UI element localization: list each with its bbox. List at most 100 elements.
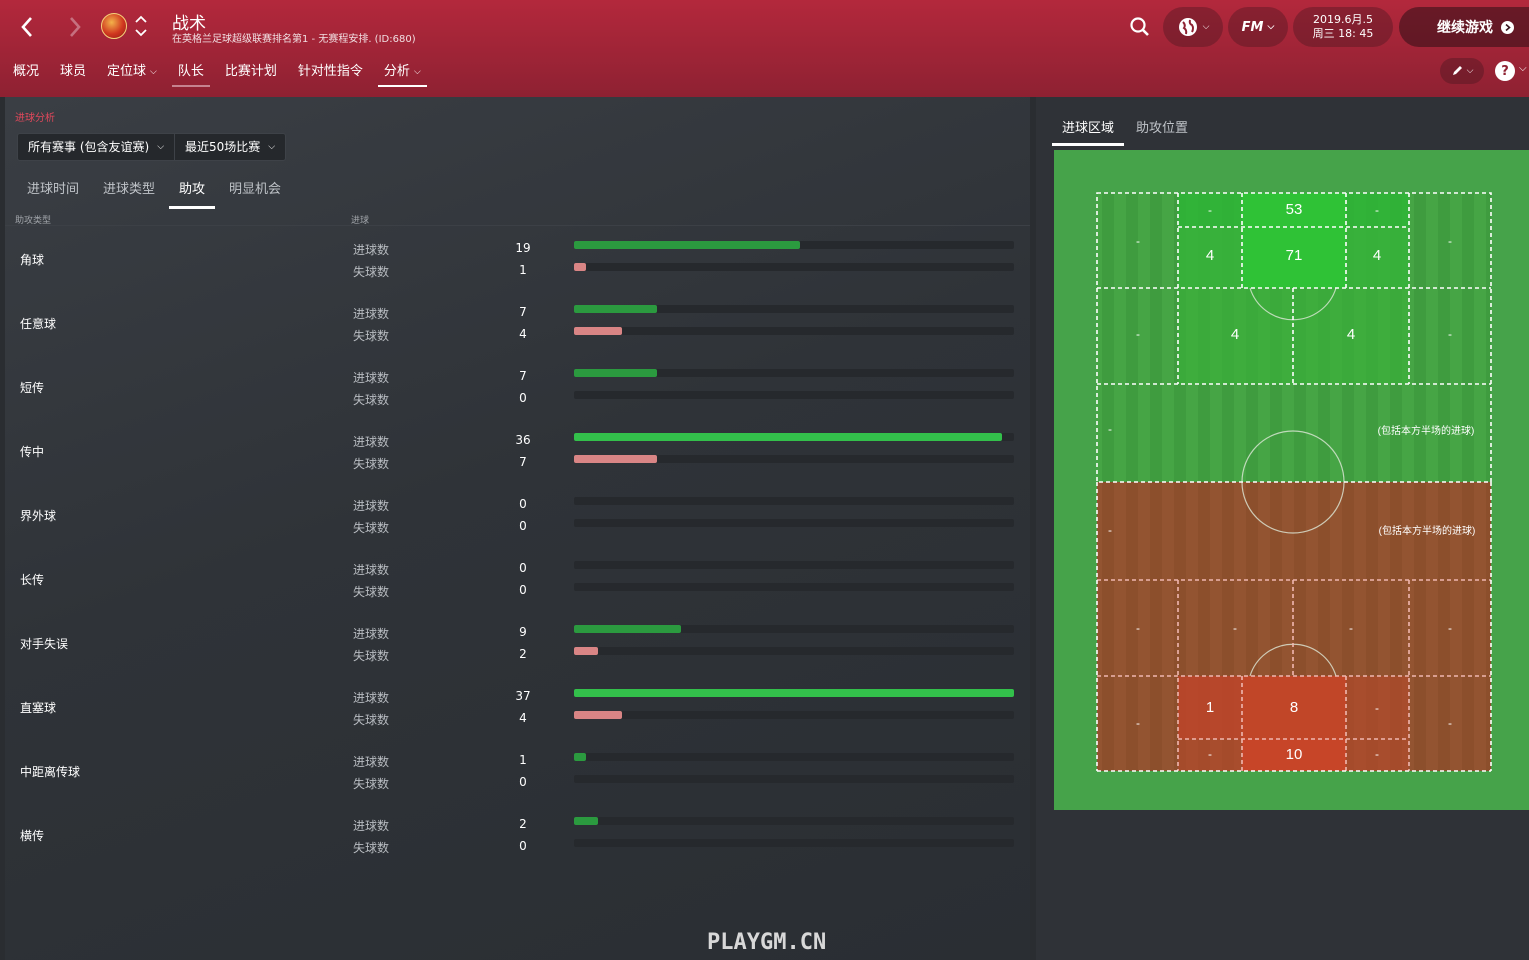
zone-value: - [1208,203,1212,217]
subnav-captains[interactable]: 队长 [171,60,210,88]
own-half-note: (包括本方半场的进球) [1379,524,1476,537]
goals-against-bar [574,263,586,271]
tab-goal-types[interactable]: 进球类型 [103,182,156,197]
goals-against-track [574,839,1014,847]
goals-for-bar [574,625,681,633]
goals-against-label: 失球数 [353,265,390,279]
fm-menu-button[interactable]: FM ⌵ [1228,7,1288,47]
page-subtitle: 在英格兰足球超级联赛排名第1 - 无赛程安排. (ID:680) [172,34,416,45]
zone-value: - [1233,621,1237,635]
subnav-match-plans[interactable]: 比赛计划 [224,64,277,79]
date-display[interactable]: 2019.6月.5 周三 18: 45 [1293,7,1393,47]
goals-against-value: 4 [519,327,527,341]
goals-against-value: 1 [519,263,527,277]
table-row: 长传 进球数 失球数 0 0 [5,550,1030,614]
continue-label: 继续游戏 [1437,20,1493,36]
goals-against-bar [574,711,622,719]
zone-value: 4 [1373,247,1381,264]
world-menu-button[interactable]: ⌵ [1163,7,1223,47]
help-icon[interactable]: ? [1495,61,1515,81]
zone-value: - [1108,523,1112,537]
goal-analysis-panel: 进球分析 所有赛事 (包含友谊赛) ⌵ 最近50场比赛 ⌵ 进球时间 进球类型 助攻… [5,97,1030,960]
club-switch-icon[interactable] [133,12,149,40]
subnav-opposition-instructions[interactable]: 针对性指令 [297,64,363,79]
goals-against-value: 0 [519,775,527,789]
chevron-down-icon[interactable]: ⌵ [1519,63,1527,74]
goals-for-label: 进球数 [353,563,390,577]
globe-icon [1178,18,1197,36]
chevron-down-icon: ⌵ [1202,22,1210,32]
tab-clear-chances[interactable]: 明显机会 [229,182,282,197]
column-header-assist-type: 助攻类型 [15,216,52,226]
tab-assists[interactable]: 助攻 [169,181,216,209]
table-row: 任意球 进球数 失球数 7 4 [5,294,1030,358]
goals-for-label: 进球数 [353,243,390,257]
goals-for-bar [574,241,800,249]
goals-against-label: 失球数 [353,777,390,791]
goals-for-value: 37 [515,689,531,703]
chevron-down-icon: ⌵ [1466,66,1474,76]
goals-for-value: 1 [519,753,527,767]
table-row: 中距离传球 进球数 失球数 1 0 [5,742,1030,806]
tab-goal-zones[interactable]: 进球区域 [1052,111,1125,146]
goals-for-bar [574,817,598,825]
assist-type-name: 横传 [20,829,45,843]
table-row: 横传 进球数 失球数 2 0 [5,806,1030,870]
pitch-map: - 53 - - 4 71 4 - - 4 4 - - (包括本方半场的进球) … [1096,192,1492,772]
subnav-players[interactable]: 球员 [60,64,87,79]
goals-against-track [574,327,1014,335]
goals-against-value: 2 [519,647,527,661]
edit-menu-button[interactable]: ⌵ [1440,58,1484,84]
zone-value: - [1136,621,1140,635]
zone-value: - [1448,621,1452,635]
goals-for-track [574,433,1014,441]
filter-group: 所有赛事 (包含友谊赛) ⌵ 最近50场比赛 ⌵ [17,133,287,161]
goals-against-label: 失球数 [353,713,390,727]
goals-against-value: 0 [519,519,527,533]
goals-for-track [574,625,1014,633]
assist-type-name: 界外球 [20,509,57,523]
zone-value: - [1136,234,1140,248]
chevron-down-icon: ⌵ [1267,22,1275,32]
subnav-overview[interactable]: 概况 [13,64,40,79]
analysis-tabs: 进球时间 进球类型 助攻 明显机会 [17,181,295,209]
goals-against-track [574,391,1014,399]
goals-for-track [574,561,1014,569]
arrow-right-icon [1501,20,1514,34]
tab-goal-times[interactable]: 进球时间 [27,182,80,197]
club-badge-icon[interactable] [101,13,127,39]
goals-for-label: 进球数 [353,499,390,513]
assist-type-name: 传中 [20,445,45,459]
zone-value: 4 [1231,326,1239,343]
zone-value: - [1375,747,1379,761]
goals-against-value: 0 [519,391,527,405]
table-row: 对手失误 进球数 失球数 9 2 [5,614,1030,678]
header-divider [5,225,1030,226]
goals-against-track [574,455,1014,463]
column-header-goals: 进球 [351,216,370,226]
subnav-set-pieces[interactable]: 定位球 ⌵ [101,60,163,88]
back-arrow-icon[interactable] [12,12,42,42]
assist-type-name: 对手失误 [20,637,69,651]
goals-for-bar [574,433,1002,441]
goals-against-track [574,647,1014,655]
goals-against-label: 失球数 [353,329,390,343]
goals-for-value: 7 [519,305,527,319]
goals-against-track [574,775,1014,783]
goals-against-label: 失球数 [353,521,390,535]
goals-for-bar [574,753,586,761]
matches-filter[interactable]: 最近50场比赛 ⌵ [174,134,285,160]
tab-assist-positions[interactable]: 助攻位置 [1136,121,1189,136]
zone-value: 10 [1286,746,1303,763]
goals-for-track [574,305,1014,313]
competition-filter[interactable]: 所有赛事 (包含友谊赛) ⌵ [18,134,174,160]
goals-against-label: 失球数 [353,841,390,855]
chevron-down-icon: ⌵ [150,67,157,77]
continue-button[interactable]: 继续游戏 [1399,7,1529,47]
goals-for-value: 2 [519,817,527,831]
goals-against-track [574,263,1014,271]
forward-arrow-icon[interactable] [60,12,90,42]
subnav-analysis[interactable]: 分析 ⌵ [377,60,427,88]
table-row: 界外球 进球数 失球数 0 0 [5,486,1030,550]
search-icon[interactable] [1127,14,1153,40]
